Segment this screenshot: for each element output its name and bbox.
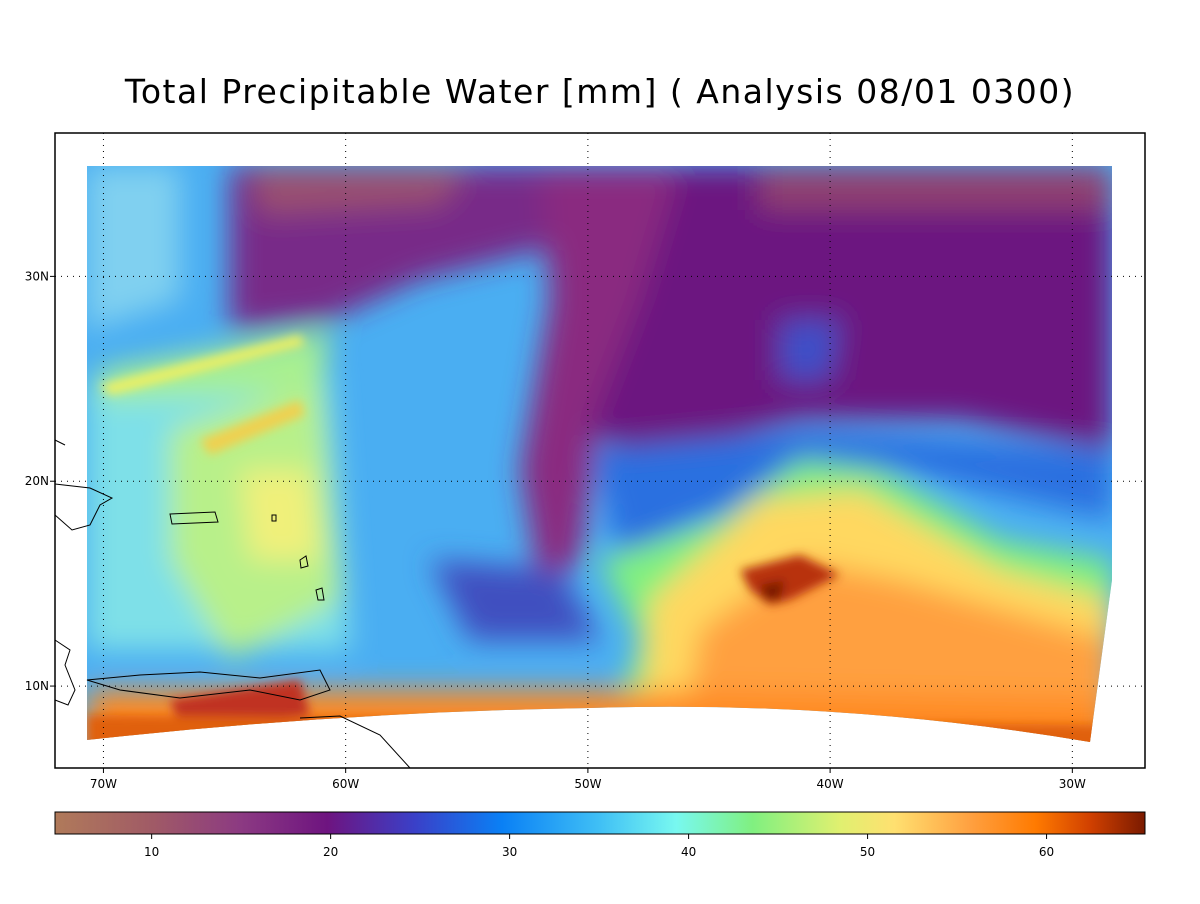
x-tick-label: 40W	[817, 777, 844, 791]
colorbar	[54, 811, 1146, 835]
y-tick-label: 30N	[25, 269, 49, 283]
colorbar-tick-label: 30	[502, 845, 517, 859]
water-field	[87, 166, 1112, 742]
x-tick-label: 50W	[574, 777, 601, 791]
coastlines	[54, 439, 411, 769]
colorbar-tick-label: 60	[1039, 845, 1054, 859]
y-tick-label: 20N	[25, 474, 49, 488]
x-tick-label: 30W	[1059, 777, 1086, 791]
colorbar-tick-label: 50	[860, 845, 875, 859]
map-frame	[54, 132, 1146, 769]
x-tick-label: 60W	[332, 777, 359, 791]
y-tick-label: 10N	[25, 679, 49, 693]
x-tick-label: 70W	[90, 777, 117, 791]
colorbar-tick-label: 20	[323, 845, 338, 859]
colorbar-tick-label: 10	[144, 845, 159, 859]
title: Total Precipitable Water [mm] ( Analysis…	[124, 72, 1075, 111]
colorbar-tick-label: 40	[681, 845, 696, 859]
